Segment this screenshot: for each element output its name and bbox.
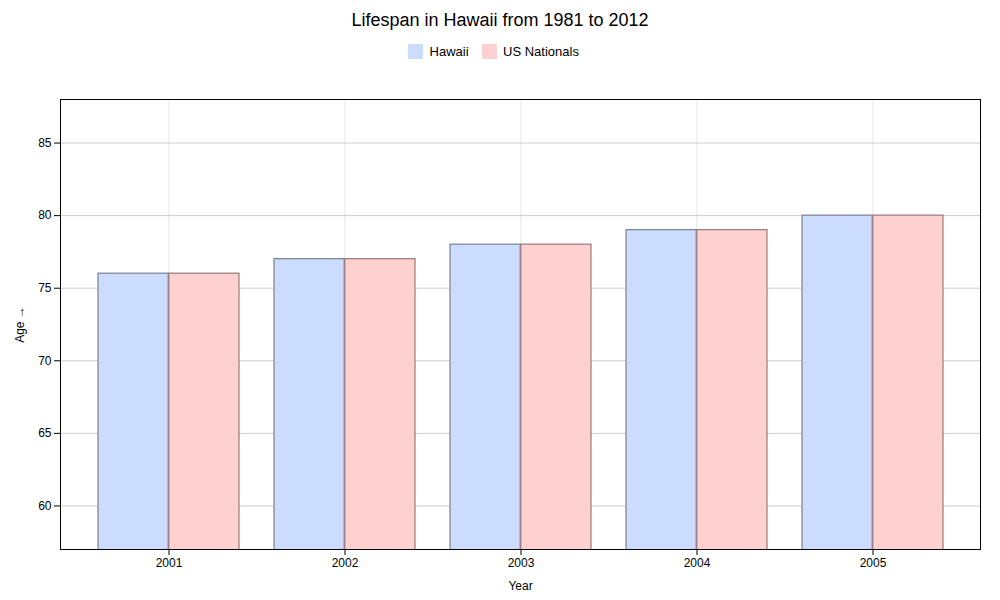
html-text:Hawaii: Hawaii xyxy=(429,44,469,59)
svg-text:65: 65 xyxy=(38,426,52,440)
svg-text:2005: 2005 xyxy=(860,556,887,570)
svg-text:Year: Year xyxy=(508,578,532,592)
html-text:Lifespan in Hawaii from 1981 t: Lifespan in Hawaii from 1981 to 2012 xyxy=(351,10,649,30)
svg-text:2004: 2004 xyxy=(684,556,711,570)
svg-text:80: 80 xyxy=(38,208,52,222)
svg-text:2003: 2003 xyxy=(508,556,535,570)
svg-text:2001: 2001 xyxy=(156,556,183,570)
svg-text:75: 75 xyxy=(38,281,52,295)
svg-text:Age →: Age → xyxy=(13,306,27,343)
svg-text:70: 70 xyxy=(38,353,52,367)
svg-text:2002: 2002 xyxy=(332,556,359,570)
svg-text:85: 85 xyxy=(38,135,52,149)
svg-text:60: 60 xyxy=(38,498,52,512)
html-text:US Nationals: US Nationals xyxy=(503,44,579,59)
